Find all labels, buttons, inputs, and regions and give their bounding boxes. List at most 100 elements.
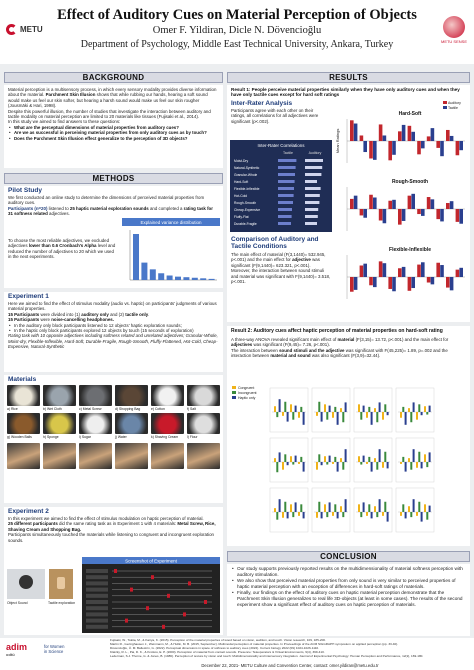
- comp-p1a: The main effect of material (F(3,1440)= …: [231, 252, 326, 263]
- r2-bar: [276, 512, 279, 520]
- variance-title-bar: [122, 218, 220, 226]
- r2-bar: [302, 412, 305, 425]
- r2-bar: [358, 404, 360, 412]
- r2-bar: [340, 458, 342, 462]
- irc-row-label: Granular-Whole: [234, 173, 257, 177]
- r2-bar: [382, 412, 384, 420]
- r1-bar-tactile: [459, 141, 463, 151]
- r2-bar: [374, 506, 376, 512]
- pilot-p3a: To choose the most reliable adjectives, …: [8, 238, 110, 249]
- r1-bar-tactile: [430, 199, 435, 209]
- r1-bar-auditory: [378, 209, 383, 221]
- r2-chart-frame: [311, 437, 351, 483]
- r2-bar: [368, 406, 371, 412]
- r1-bar-tactile: [382, 263, 387, 277]
- r2-bar: [316, 462, 318, 470]
- metu-logo-text: METU: [20, 25, 43, 34]
- material-photo: [43, 413, 76, 434]
- r2-bar: [292, 462, 295, 465]
- r2-bar: [298, 512, 300, 516]
- pilot-p2: Participants (n=20) listened to 25 hapti…: [8, 206, 219, 217]
- exp2-heading: Experiment 2: [8, 508, 49, 515]
- methods-heading: METHODS: [4, 173, 223, 184]
- material-label: e) Cotton: [151, 407, 165, 411]
- r2-bar: [370, 512, 373, 519]
- r2-bar: [326, 462, 329, 465]
- r2-bar: [370, 462, 373, 472]
- irc-bar-tactile: [278, 194, 294, 197]
- r1-bar-tactile: [373, 197, 377, 209]
- r1-bar-auditory: [436, 262, 440, 277]
- r2-bar: [378, 449, 381, 462]
- authors: Omer F. Yildiran, Dicle N. Dövencioğlu: [152, 25, 322, 36]
- r2-bar: [320, 462, 323, 466]
- materials-panel: Materials a) Rice b) Wet Cloth c) Metal Sc…: [4, 375, 223, 503]
- r2-bar: [418, 501, 421, 512]
- r2-bar: [286, 412, 289, 422]
- r2-bar: [344, 449, 347, 462]
- legend-auditory: Auditory: [448, 101, 461, 105]
- r2-p2: The interaction between sound stimuli an…: [231, 348, 466, 359]
- r2-bar: [276, 462, 279, 473]
- exploration-photo: [7, 443, 40, 469]
- material-photo: [43, 385, 76, 406]
- r1-bar-tactile: [459, 209, 463, 224]
- r2-bar: [360, 462, 363, 465]
- r1-bar-auditory: [378, 124, 383, 141]
- r1-bar-auditory: [455, 269, 460, 277]
- r2-bar: [344, 499, 347, 512]
- r1-bar-auditory: [388, 200, 392, 209]
- r2-bar: [332, 462, 334, 464]
- r2-bar: [300, 504, 303, 512]
- reference-item: Martín R., Iseringhausen J., Weinmann, M…: [110, 641, 399, 646]
- material-photo: [79, 385, 112, 406]
- r1-bar-auditory: [350, 277, 354, 292]
- r1-bar-auditory: [407, 195, 412, 209]
- reference-item: Dövencioğlu, Ü. M. Ballestrin, G. (2022)…: [110, 645, 319, 650]
- r1-bar-tactile: [449, 201, 454, 209]
- r1-bar-auditory: [426, 277, 431, 283]
- r1-bar-tactile: [449, 135, 454, 141]
- pilot-heading: Pilot Study: [8, 187, 42, 194]
- conclusion-3: Finally, our findings on the effect of a…: [231, 590, 466, 608]
- r2-bar: [278, 399, 281, 412]
- material-label: l) Flour: [187, 435, 198, 439]
- r2-bar: [324, 456, 326, 462]
- r2-bar: [294, 405, 297, 412]
- r2-bar: [420, 512, 423, 522]
- pilot-p1: We first conducted an online study to de…: [8, 195, 205, 206]
- r2-bar: [344, 402, 347, 412]
- r1-bar-tactile: [401, 266, 406, 277]
- r2-bar: [424, 504, 426, 512]
- variance-bar: [175, 276, 181, 280]
- r2-bar: [316, 512, 318, 518]
- irc-text: Participants agree with each other on th…: [231, 107, 319, 124]
- comp-p1: The main effect of material (F(3,1440)= …: [231, 252, 331, 268]
- variance-bar: [149, 269, 156, 280]
- legend-auditory-swatch: [443, 101, 447, 104]
- r2-bar: [428, 452, 431, 462]
- r2-bar: [324, 504, 326, 512]
- r1-bar-auditory: [388, 141, 392, 161]
- r1-bar-tactile: [411, 277, 415, 289]
- r2-bar: [290, 504, 292, 512]
- r1-chart-title: Flexible-Inflexible: [389, 247, 431, 253]
- pilot-p2b: listened to: [48, 205, 69, 211]
- legend2-label: Congruent: [238, 386, 254, 390]
- r2-bar: [386, 412, 389, 416]
- r2-bar: [278, 499, 281, 512]
- r2-bar: [410, 512, 413, 518]
- r1-bar-tactile: [353, 123, 358, 141]
- pilot-p2e: rating task for 31 softness related: [8, 205, 213, 217]
- exp1-p2d: and (2): [110, 311, 124, 317]
- r1-bar-auditory: [369, 194, 373, 209]
- r1-bar-tactile: [363, 209, 367, 218]
- headphones-icon: [19, 575, 33, 589]
- legend2-swatch: [232, 386, 236, 389]
- r2-bar: [324, 404, 326, 412]
- r2-bar: [424, 454, 426, 462]
- exp1-p2: 15 Participants were divided into (1) au…: [8, 312, 219, 317]
- r2-bar: [328, 455, 331, 462]
- r1-chart-title: Rough-Smooth: [392, 179, 428, 185]
- irc-bar-tactile: [278, 187, 294, 190]
